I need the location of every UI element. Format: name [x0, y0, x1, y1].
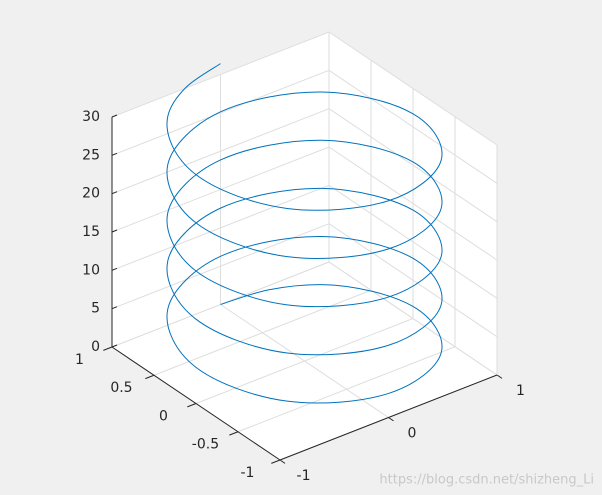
z-tick [111, 114, 118, 118]
grid-line [195, 318, 414, 404]
grid-line [111, 108, 330, 195]
grid-line [111, 69, 330, 156]
grid-line [328, 146, 498, 261]
z-tick-label: 10 [82, 262, 100, 278]
z-tick-label: 30 [82, 109, 100, 125]
watermark: https://blog.csdn.net/shizheng_Li [379, 473, 594, 488]
axis-line [279, 374, 498, 461]
axis-line [111, 346, 281, 461]
grid-line [328, 261, 498, 376]
grid-line [328, 108, 498, 223]
y-tick-label: 0.5 [110, 380, 132, 396]
x-tick [388, 417, 394, 422]
grid-line [111, 184, 330, 271]
grid-line [153, 289, 372, 376]
grid-line [328, 184, 498, 299]
z-tick-label: 5 [91, 301, 100, 317]
y-tick [103, 346, 113, 351]
x-tick [496, 374, 503, 379]
y-tick [229, 431, 239, 436]
grid-line [328, 31, 498, 146]
grid-line [111, 31, 330, 118]
z-tick [111, 344, 118, 348]
y-tick [271, 459, 281, 464]
z-tick [111, 306, 118, 310]
x-tick [279, 459, 286, 464]
x-tick-label: 1 [516, 383, 525, 399]
z-tick-label: 25 [82, 147, 100, 163]
helix-line [166, 63, 443, 404]
y-tick-label: -0.5 [192, 437, 219, 453]
z-tick [111, 229, 118, 233]
z-tick-label: 15 [82, 224, 100, 240]
z-tick [111, 152, 118, 156]
x-tick-label: 0 [408, 425, 417, 441]
z-tick-label: 0 [91, 339, 100, 355]
grid-line [237, 346, 456, 433]
y-tick-label: 0 [159, 408, 168, 424]
y-tick [145, 374, 155, 380]
grid-line [328, 223, 498, 338]
y-tick-label: 1 [75, 352, 84, 368]
x-tick-label: -1 [297, 468, 311, 484]
grid-line [328, 69, 498, 184]
z-tick [111, 191, 118, 195]
z-tick-label: 20 [82, 186, 100, 202]
z-tick [111, 267, 118, 271]
y-tick [187, 403, 197, 408]
y-tick-label: -1 [240, 465, 254, 481]
